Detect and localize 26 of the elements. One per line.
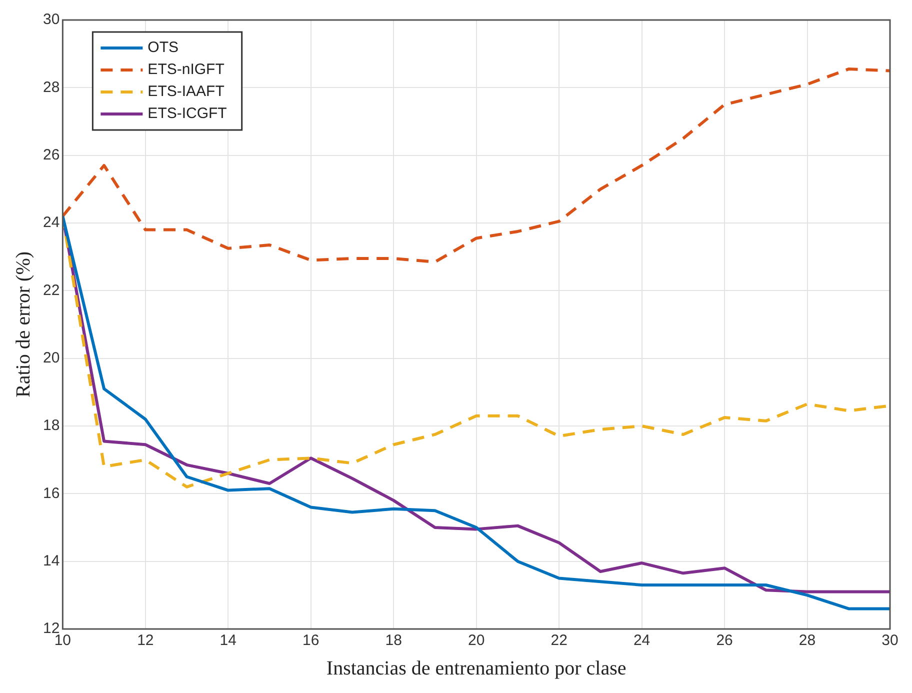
x-tick-label: 18: [385, 632, 402, 650]
x-axis-title: Instancias de entrenamiento por clase: [326, 657, 626, 680]
y-tick-label: 16: [42, 484, 60, 502]
y-tick-label: 24: [42, 214, 60, 232]
y-axis-title: Ratio de error (%): [12, 251, 34, 398]
legend-label: ETS-ICGFT: [148, 105, 227, 122]
y-tick-label: 22: [42, 282, 60, 299]
x-tick-label: 10: [54, 632, 72, 650]
x-tick-label: 22: [550, 632, 568, 650]
y-tick-label: 26: [42, 146, 60, 164]
x-tick-label: 12: [137, 632, 154, 650]
legend-label: ETS-IAAFT: [148, 83, 224, 100]
x-tick-label: 28: [798, 632, 816, 650]
legend-label: OTS: [148, 39, 179, 56]
y-tick-label: 18: [42, 417, 60, 434]
y-tick-label: 30: [42, 11, 60, 28]
x-tick-label: 30: [882, 632, 898, 650]
y-tick-label: 14: [42, 552, 60, 570]
y-tick-label: 28: [42, 78, 60, 96]
x-tick-label: 14: [220, 632, 236, 650]
x-tick-label: 16: [302, 632, 320, 650]
x-tick-label: 24: [633, 632, 650, 650]
y-tick-label: 20: [42, 349, 60, 366]
x-tick-label: 20: [468, 632, 485, 650]
x-tick-label: 26: [716, 632, 733, 650]
legend-label: ETS-nIGFT: [148, 61, 224, 78]
